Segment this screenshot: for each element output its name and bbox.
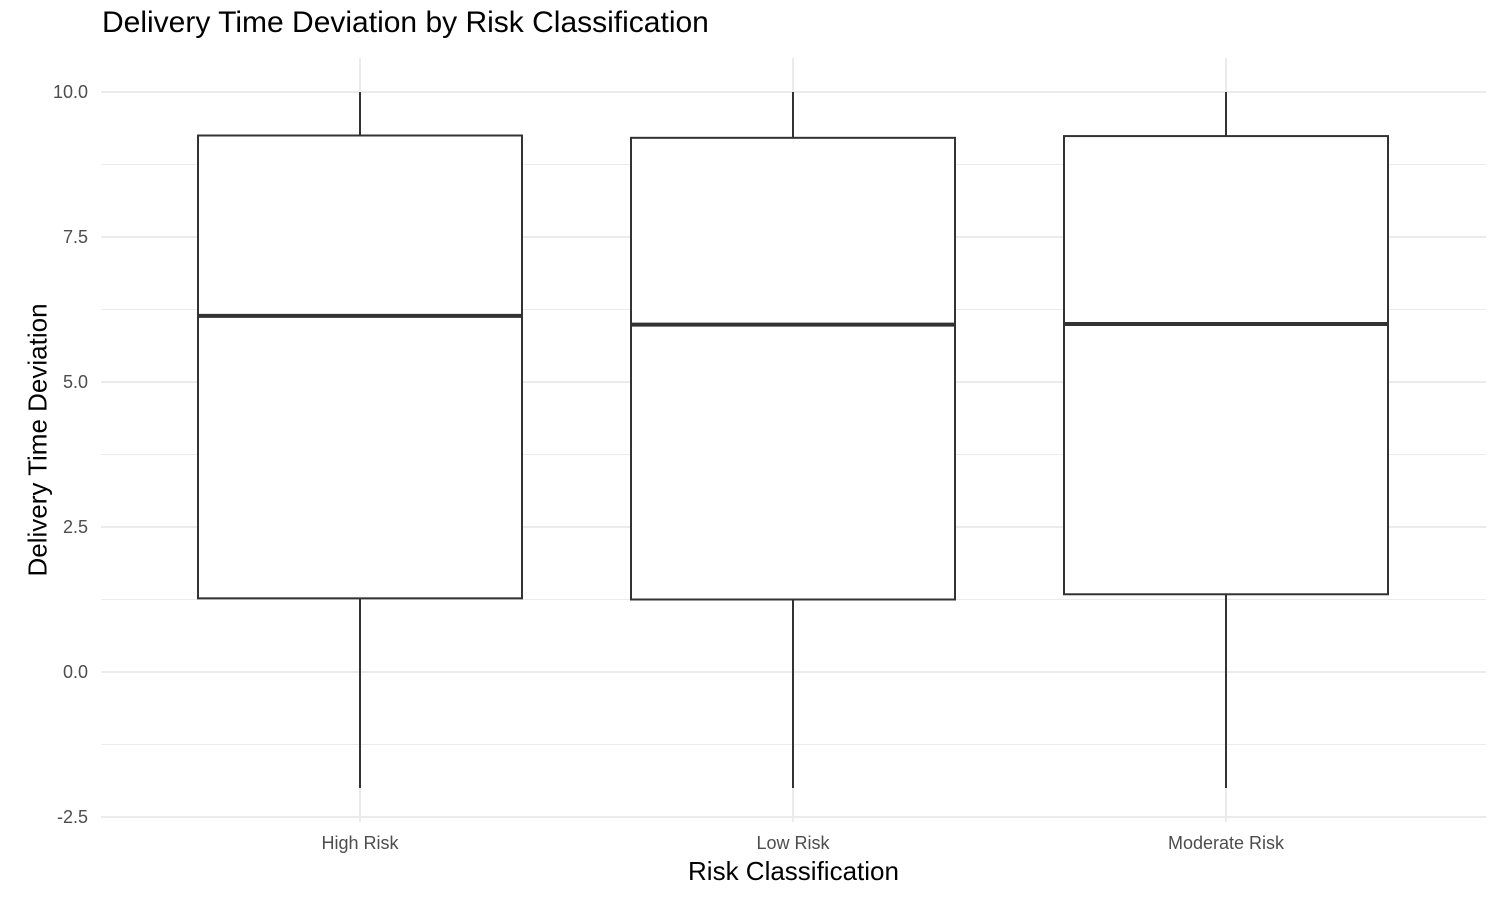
box-group — [1063, 92, 1389, 788]
x-axis-title: Risk Classification — [688, 856, 899, 886]
chart-title: Delivery Time Deviation by Risk Classifi… — [102, 6, 709, 39]
x-tick-label: Low Risk — [756, 833, 830, 853]
box-group — [630, 92, 956, 788]
y-tick-label: 7.5 — [63, 227, 88, 247]
tick-layer: -2.5 0.0 2.5 5.0 7.5 10.0 High Risk Low Risk Mod… — [53, 82, 1285, 853]
box-body — [1063, 135, 1389, 596]
y-tick-label: 10.0 — [53, 82, 88, 102]
box-group — [197, 92, 523, 788]
y-tick-label: 5.0 — [63, 372, 88, 392]
box-body — [630, 136, 956, 601]
x-tick-label: High Risk — [321, 833, 399, 853]
y-tick-label: 2.5 — [63, 517, 88, 537]
box-body — [197, 134, 523, 600]
x-tick-label: Moderate Risk — [1168, 833, 1285, 853]
y-axis-title: Delivery Time Deviation — [22, 303, 53, 577]
box-layer — [197, 92, 1389, 788]
y-tick-label: 0.0 — [63, 662, 88, 682]
y-tick-label: -2.5 — [57, 807, 88, 827]
